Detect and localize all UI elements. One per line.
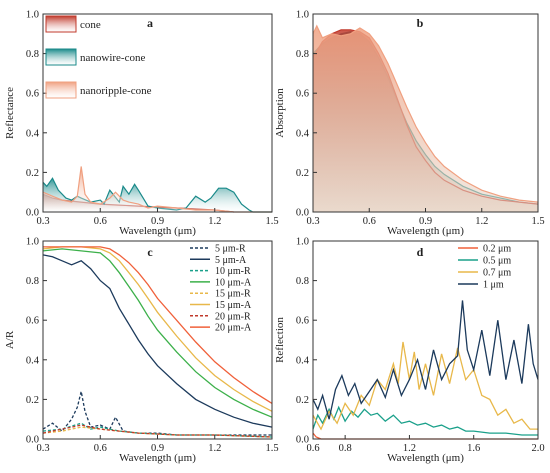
- y-tick-label: 0.0: [26, 435, 39, 446]
- legend-label: 10 μm-A: [215, 277, 252, 288]
- x-tick-label: 0.6: [94, 216, 107, 227]
- x-tick-label: 1.2: [208, 216, 221, 227]
- series-line-c-5: [42, 246, 273, 412]
- y-tick-label: 0.8: [26, 49, 39, 60]
- panel-d: 0.6 0.8 1.2 1.6 2.0 0.0 0.2 0.4 0.6 0.8 1.0 Wavelen…: [274, 237, 545, 465]
- x-tick-label: 1.5: [265, 216, 278, 227]
- y-tick-label: 0.4: [26, 355, 40, 366]
- y-tick-label: 0.0: [26, 208, 39, 219]
- panel-letter: a: [147, 16, 153, 30]
- x-tick-label: 0.6: [363, 216, 376, 227]
- series-line-b-2: [312, 24, 539, 203]
- legend-label: 15 μm-A: [215, 300, 252, 311]
- y-tick-label: 0.2: [26, 168, 39, 179]
- panel-a: 0.3 0.6 0.9 1.2 1.5 0.0 0.2 0.4 0.6 0.8 1.0 Wavelen…: [4, 10, 279, 238]
- x-axis-label: Wavelength (μm): [387, 225, 464, 237]
- x-axis-label: Wavelength (μm): [119, 452, 196, 464]
- panel-letter: d: [417, 245, 424, 259]
- y-tick-label: 0.6: [296, 89, 309, 100]
- legend-swatch: [45, 48, 77, 66]
- plot-frame: [42, 13, 273, 213]
- y-tick-label: 1.0: [296, 237, 309, 248]
- legend-label: 5 μm-R: [215, 244, 246, 255]
- x-axis-label: Wavelength (μm): [387, 452, 464, 464]
- y-tick-label: 0.0: [296, 435, 309, 446]
- panel-c: 0.3 0.6 0.9 1.2 1.5 0.0 0.2 0.4 0.6 0.8 1.0 Wavelen…: [4, 237, 279, 465]
- series-line-c-0: [42, 391, 272, 436]
- x-tick-label: 1.2: [208, 443, 221, 454]
- y-tick-label: 0.8: [296, 276, 309, 287]
- legend-label: nanoripple-cone: [80, 85, 152, 97]
- y-tick-label: 0.4: [296, 355, 310, 366]
- x-tick-label: 0.3: [36, 443, 49, 454]
- x-tick-label: 0.6: [94, 443, 107, 454]
- panel-letter: b: [417, 16, 424, 30]
- y-axis-label: Reflection: [274, 317, 286, 363]
- legend-swatch: [45, 15, 77, 33]
- x-tick-label: 0.9: [419, 216, 432, 227]
- x-axis-label: Wavelength (μm): [119, 225, 196, 237]
- legend-label: 0.7 μm: [483, 268, 511, 279]
- series-line-a-2: [42, 166, 272, 213]
- legend-label: 15 μm-R: [215, 289, 251, 300]
- legend-label: 0.5 μm: [483, 256, 511, 267]
- x-tick-label: 1.6: [467, 443, 480, 454]
- series-line-d-3: [312, 300, 539, 420]
- y-axis-label: A/R: [4, 330, 16, 349]
- y-tick-label: 0.8: [296, 49, 309, 60]
- x-tick-label: 1.5: [265, 443, 278, 454]
- y-tick-label: 0.4: [296, 128, 310, 139]
- series-line-c-6: [42, 424, 273, 438]
- x-tick-label: 0.8: [339, 443, 352, 454]
- y-tick-label: 0.6: [296, 316, 309, 327]
- y-tick-label: 0.2: [296, 395, 309, 406]
- series-line-d-2: [312, 341, 538, 431]
- y-tick-label: 1.0: [296, 10, 309, 21]
- y-tick-label: 0.0: [296, 208, 309, 219]
- legend-swatch: [45, 81, 77, 99]
- panel-b: 0.3 0.6 0.9 1.2 1.5 0.0 0.2 0.4 0.6 0.8 1.0 Wavelen…: [274, 10, 545, 238]
- y-tick-label: 0.6: [26, 89, 39, 100]
- legend-label: 5 μm-A: [215, 255, 247, 266]
- y-tick-label: 0.2: [26, 395, 39, 406]
- y-tick-label: 0.4: [26, 128, 40, 139]
- series-line-c-1: [42, 254, 273, 428]
- x-tick-label: 1.2: [403, 443, 416, 454]
- x-tick-label: 2.0: [531, 443, 544, 454]
- legend-label: nanowire-cone: [80, 52, 145, 64]
- y-tick-label: 0.2: [296, 168, 309, 179]
- legend-label: 20 μm-A: [215, 323, 252, 334]
- y-axis-label: Absorption: [274, 88, 286, 138]
- legend-label: 0.2 μm: [483, 244, 511, 255]
- x-tick-label: 1.5: [531, 216, 544, 227]
- y-axis-label: Reflectance: [4, 87, 16, 139]
- y-tick-label: 0.8: [26, 276, 39, 287]
- x-tick-label: 0.3: [36, 216, 49, 227]
- series-area-b-2: [313, 25, 538, 213]
- series-line-d-0: [312, 432, 538, 440]
- series-area-a-2: [43, 166, 272, 212]
- legend-label: 10 μm-R: [215, 266, 251, 277]
- plot-frame: [312, 240, 539, 440]
- series-line-c-2: [42, 422, 273, 438]
- x-tick-label: 0.9: [151, 216, 164, 227]
- series-line-c-7: [43, 246, 273, 404]
- legend-label: 20 μm-R: [215, 311, 251, 322]
- legend-label: cone: [80, 19, 101, 31]
- x-tick-label: 1.2: [475, 216, 488, 227]
- y-tick-label: 0.6: [26, 316, 39, 327]
- series-line-d-1: [312, 405, 538, 436]
- y-tick-label: 1.0: [26, 10, 39, 21]
- x-tick-label: 0.3: [306, 216, 319, 227]
- x-tick-label: 0.6: [306, 443, 319, 454]
- y-tick-label: 1.0: [26, 237, 39, 248]
- series-line-c-3: [42, 248, 273, 418]
- panel-letter: c: [147, 245, 153, 259]
- series-line-a-1: [42, 177, 272, 213]
- x-tick-label: 0.9: [151, 443, 164, 454]
- legend-label: 1 μm: [483, 280, 504, 291]
